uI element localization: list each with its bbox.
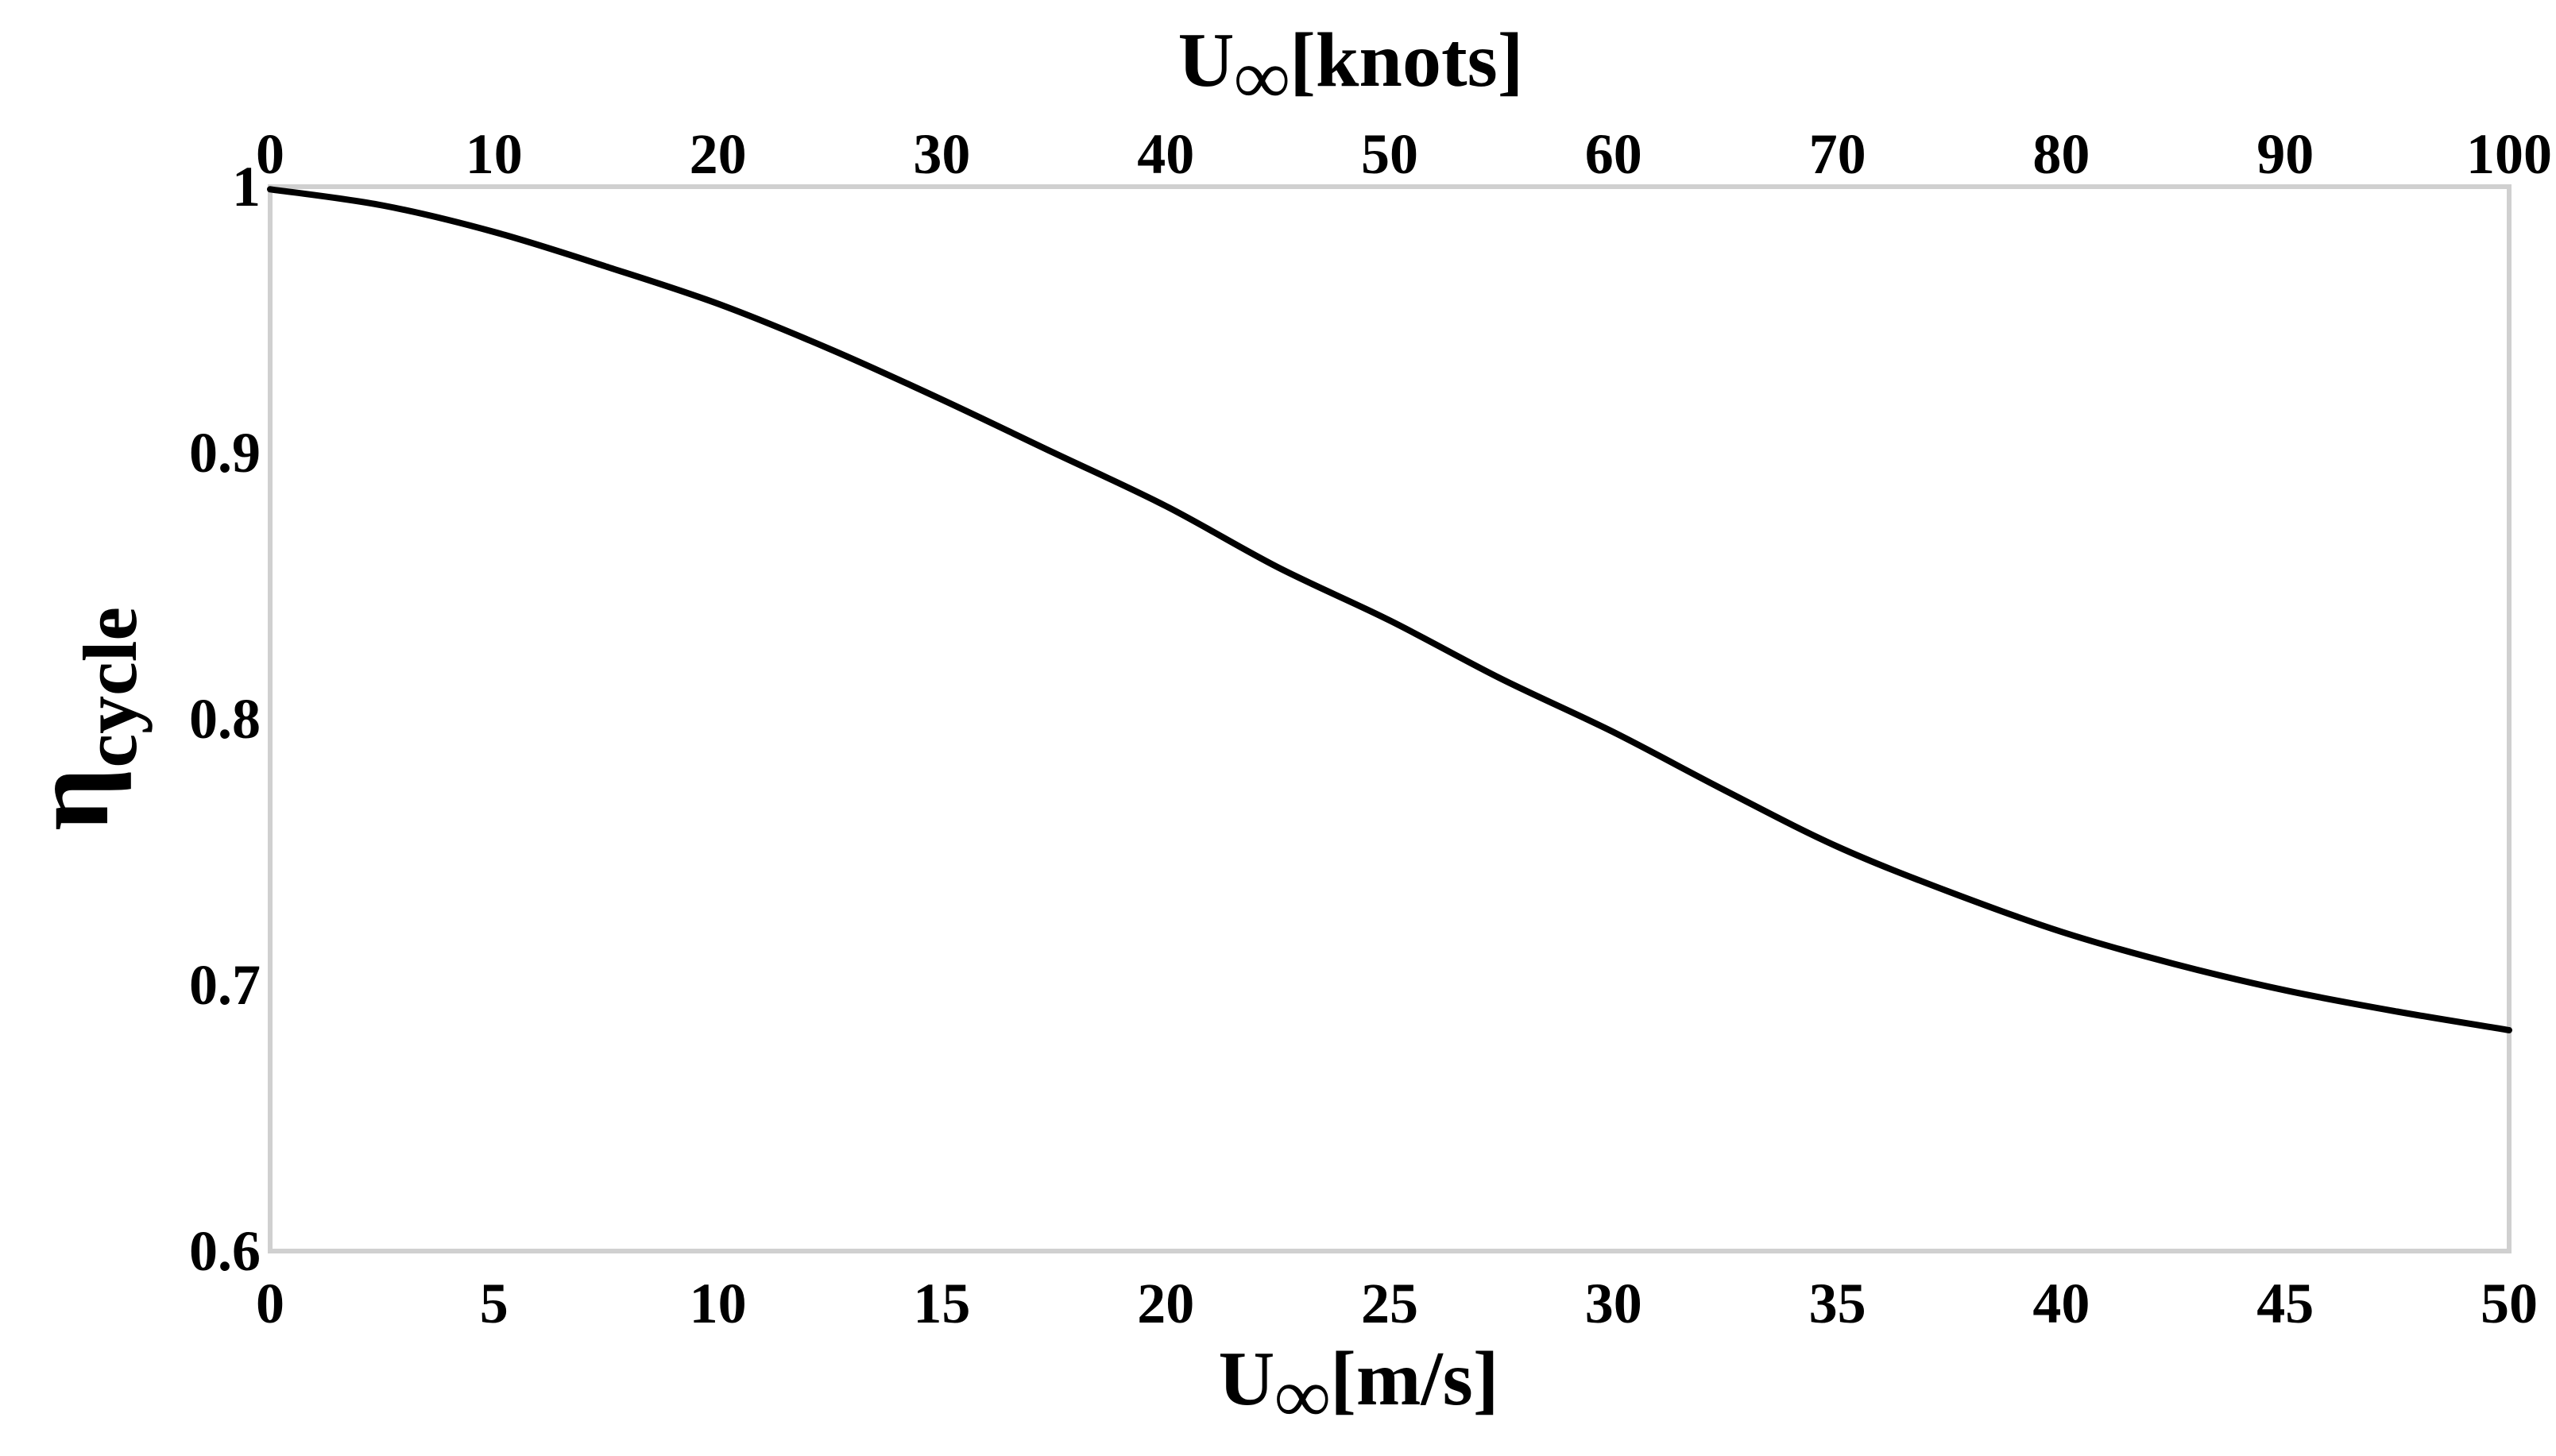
x-bottom-axis-title-unit: [m/s]: [1330, 1336, 1498, 1422]
x-bottom-tick-label: 20: [1137, 1272, 1194, 1335]
x-bottom-tick-label: 15: [913, 1272, 970, 1335]
y-axis-title: ηcycle: [9, 607, 153, 831]
y-axis-title-symbol: η: [9, 767, 132, 831]
x-top-tick-label: 80: [2032, 122, 2090, 186]
x-top-axis-title-symbol: U: [1178, 17, 1235, 103]
x-top-tick-label: 50: [1361, 122, 1418, 186]
y-tick-labels: 0.6 0.7 0.8 0.9 1: [189, 155, 261, 1283]
x-bottom-tick-labels: 0 5 10 15 20 25 30 35 40 45 50: [256, 1272, 2538, 1335]
x-top-tick-label: 20: [690, 122, 747, 186]
x-top-tick-label: 60: [1585, 122, 1642, 186]
x-top-axis-title-subscript: ∞: [1234, 35, 1290, 121]
x-bottom-tick-label: 0: [256, 1272, 284, 1335]
y-tick-label: 0.8: [189, 687, 261, 751]
x-bottom-tick-label: 30: [1585, 1272, 1642, 1335]
x-bottom-axis-title: U∞[m/s]: [1219, 1336, 1499, 1439]
x-bottom-tick-label: 50: [2481, 1272, 2538, 1335]
x-top-tick-label: 100: [2466, 122, 2552, 186]
y-tick-label: 1: [232, 155, 261, 218]
y-tick-label: 0.7: [189, 953, 261, 1017]
x-bottom-tick-label: 10: [690, 1272, 747, 1335]
x-bottom-tick-label: 35: [1809, 1272, 1866, 1335]
x-top-tick-label: 40: [1137, 122, 1194, 186]
series-line: [267, 186, 2512, 1033]
x-bottom-axis-title-symbol: U: [1219, 1336, 1275, 1422]
x-top-tick-label: 90: [2256, 122, 2314, 186]
x-top-tick-label: 0: [256, 122, 284, 186]
x-bottom-tick-label: 40: [2032, 1272, 2090, 1335]
y-tick-label: 0.9: [189, 421, 261, 485]
y-axis-title-subscript: cycle: [68, 607, 153, 768]
x-bottom-tick-label: 25: [1361, 1272, 1418, 1335]
y-tick-label: 0.6: [189, 1219, 261, 1283]
x-top-tick-label: 70: [1809, 122, 1866, 186]
x-bottom-axis-title-subscript: ∞: [1274, 1354, 1330, 1439]
x-top-tick-label: 10: [466, 122, 523, 186]
x-top-tick-label: 30: [913, 122, 970, 186]
x-top-axis-title-unit: [knots]: [1290, 17, 1523, 103]
x-bottom-tick-label: 45: [2256, 1272, 2314, 1335]
x-top-axis-title: U∞[knots]: [1178, 17, 1524, 121]
x-bottom-tick-label: 5: [480, 1272, 508, 1335]
plot-frame: [268, 184, 2512, 1253]
x-top-tick-labels: 0 10 20 30 40 50 60 70 80 90 100: [256, 122, 2552, 186]
